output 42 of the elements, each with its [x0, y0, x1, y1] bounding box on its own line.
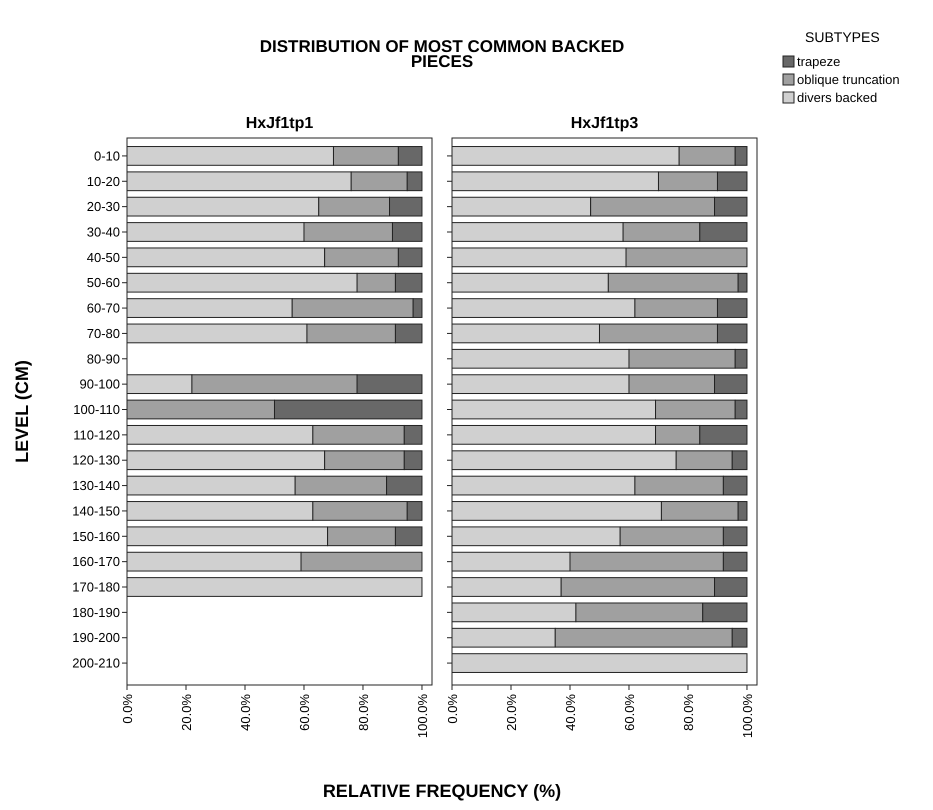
x-tick-label: 100.0% — [740, 694, 755, 738]
y-tick-label: 30-40 — [86, 224, 120, 240]
y-tick-label: 180-190 — [72, 604, 120, 620]
y-tick-label: 90-100 — [80, 376, 120, 392]
legend-label: trapeze — [797, 54, 840, 69]
x-tick-label: 60.0% — [296, 694, 312, 731]
y-tick-label: 120-130 — [72, 452, 120, 468]
x-tick-label: 40.0% — [238, 694, 253, 731]
x-tick-label: 100.0% — [414, 694, 430, 738]
y-tick-label: 10-20 — [86, 174, 120, 189]
y-tick-label: 40-50 — [86, 250, 120, 265]
y-axis-title: LEVEL (CM) — [12, 360, 32, 463]
y-tick-label: 20-30 — [86, 199, 120, 214]
y-tick-label: 50-60 — [86, 275, 120, 290]
x-tick-label: 0.0% — [445, 694, 460, 724]
x-tick-label: 20.0% — [178, 694, 194, 731]
y-tick-label: 160-170 — [72, 554, 120, 570]
x-axis-title: RELATIVE FREQUENCY (%) — [322, 781, 562, 801]
y-tick-label: 140-150 — [72, 503, 120, 518]
x-tick-label: 80.0% — [680, 694, 696, 731]
x-tick-label: 40.0% — [562, 694, 578, 731]
y-tick-label: 170-180 — [72, 580, 120, 595]
y-tick-label: 150-160 — [72, 528, 120, 544]
y-tick-label: 0-10 — [94, 148, 120, 164]
y-tick-label: 70-80 — [86, 326, 120, 341]
chart-subtitle: HxJf1tp3 — [570, 115, 638, 132]
y-tick-label: 60-70 — [86, 300, 120, 316]
y-tick-label: 130-140 — [72, 478, 120, 494]
y-tick-label: 80-90 — [86, 351, 120, 366]
legend-title: SUBTYPES — [805, 29, 880, 45]
x-tick-label: 80.0% — [356, 694, 371, 731]
x-tick-label: 0.0% — [120, 694, 135, 724]
y-tick-label: 100-110 — [73, 402, 120, 417]
chart-subtitle: HxJf1tp1 — [246, 115, 314, 132]
x-tick-label: 60.0% — [622, 694, 637, 731]
legend-label: divers backed — [797, 90, 878, 105]
y-tick-label: 110-120 — [73, 427, 120, 442]
y-tick-label: 190-200 — [72, 630, 120, 646]
chart-title: DISTRIBUTION OF MOST COMMON BACKED PIECES — [260, 37, 624, 71]
legend-label: oblique truncation — [797, 72, 900, 87]
x-tick-label: 20.0% — [504, 694, 519, 731]
y-tick-label: 200-210 — [72, 656, 120, 671]
